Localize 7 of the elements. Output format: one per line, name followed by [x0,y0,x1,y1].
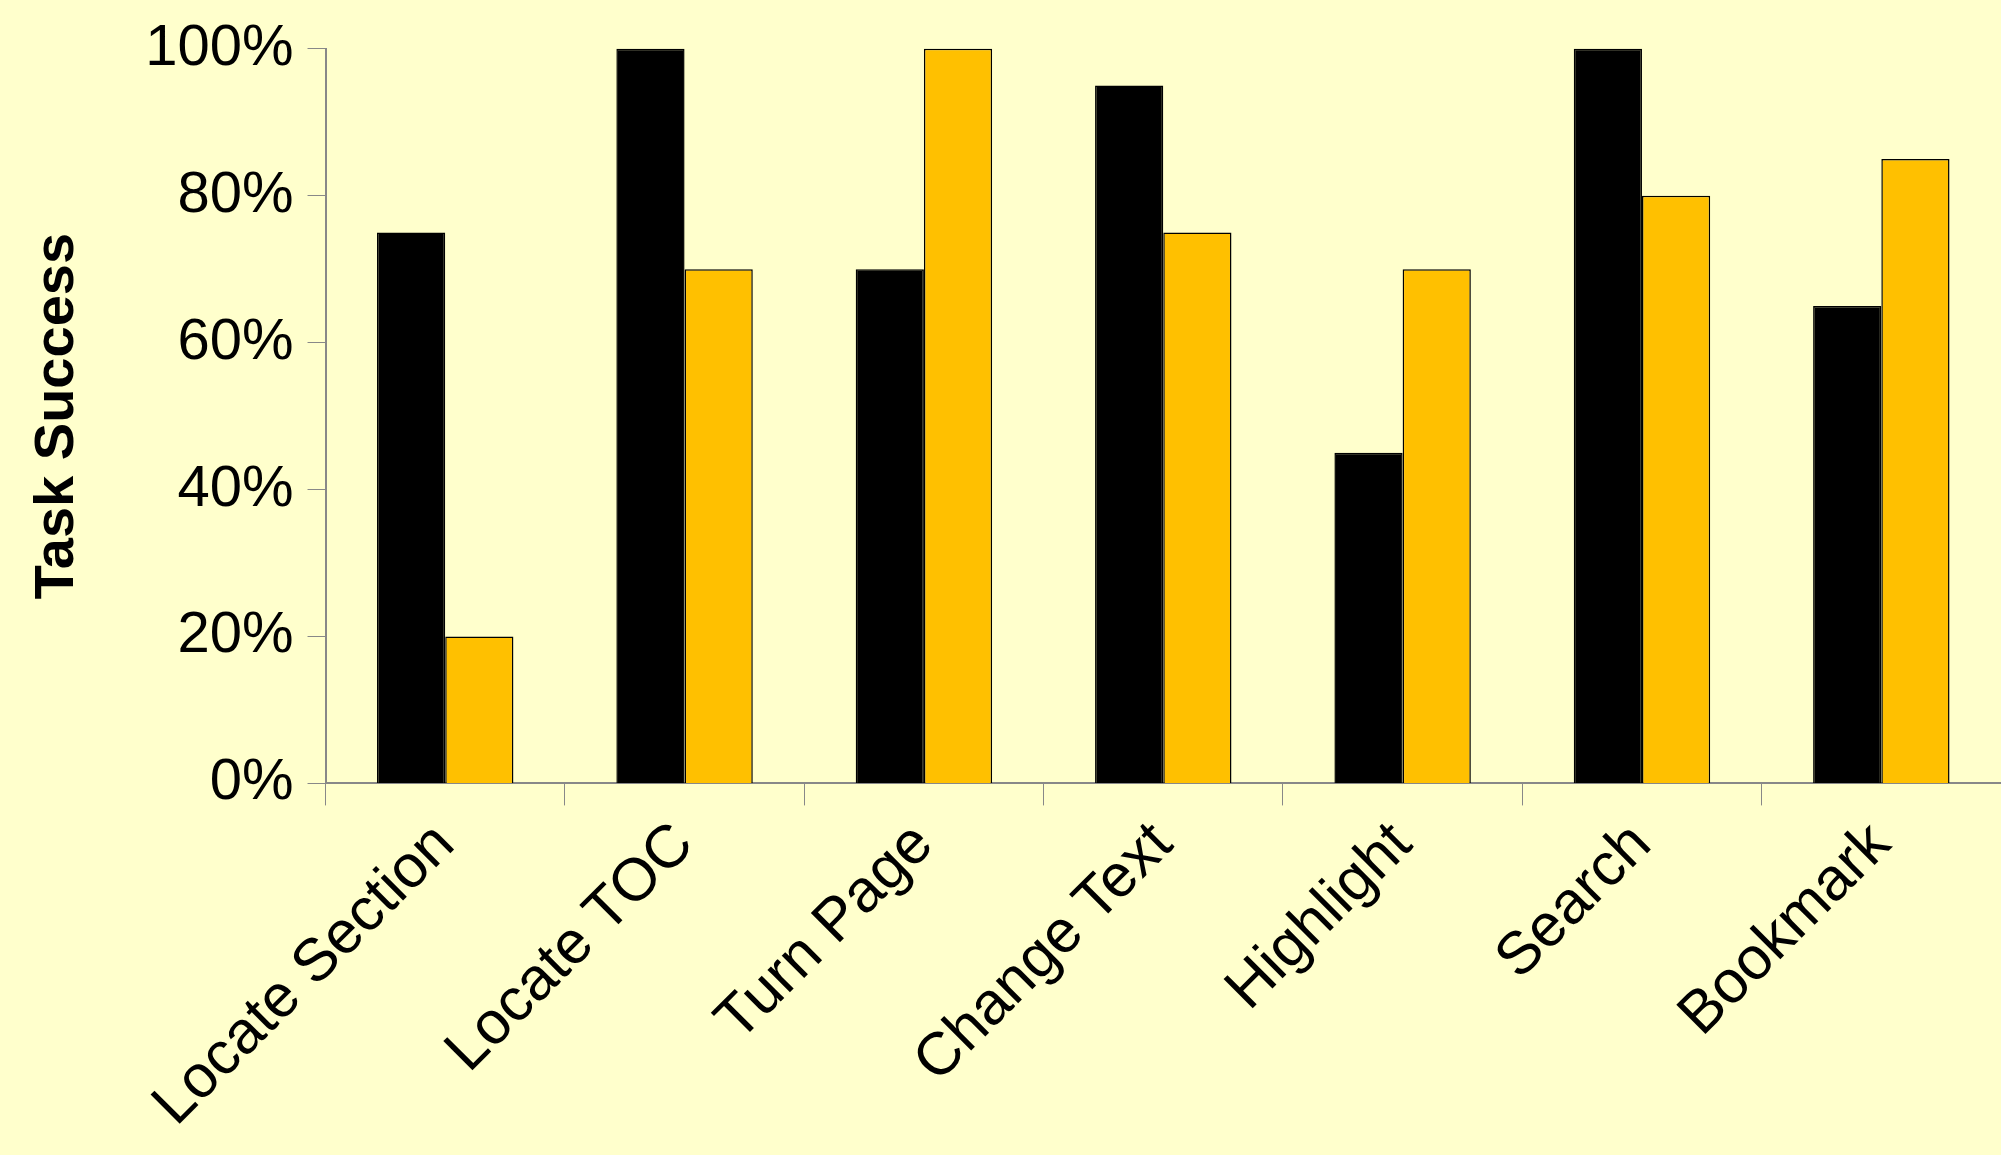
y-axis-title: Task Success [22,232,86,600]
y-tick-label: 100% [145,11,294,77]
y-tick-label: 80% [177,158,294,224]
y-tick-label: 60% [177,305,294,371]
y-tick-label: 40% [177,452,294,518]
y-tick-label: 20% [177,599,294,665]
y-tick-label: 0% [209,746,294,812]
